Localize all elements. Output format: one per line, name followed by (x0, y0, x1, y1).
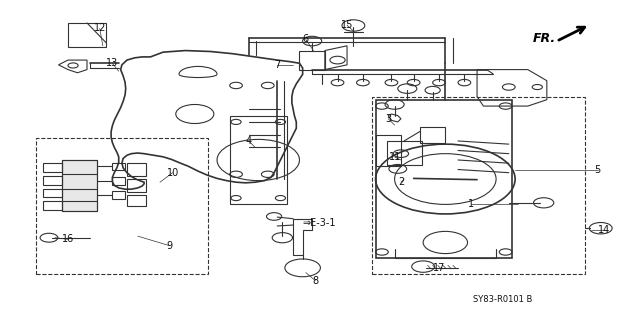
Text: 15: 15 (341, 20, 354, 30)
Text: 7: 7 (274, 60, 280, 70)
Bar (230, 116, 287, 204)
Text: FR.: FR. (533, 32, 556, 45)
Bar (127, 179, 146, 192)
Text: 1: 1 (468, 199, 474, 209)
Text: 11: 11 (389, 152, 401, 162)
Text: 10: 10 (166, 168, 179, 178)
Bar (43, 163, 62, 172)
Bar (127, 195, 146, 206)
Text: 13: 13 (106, 58, 118, 68)
Text: 16: 16 (62, 234, 74, 244)
Bar (43, 201, 62, 210)
Bar (112, 191, 125, 199)
Text: 6: 6 (303, 35, 309, 44)
Bar (68, 23, 106, 47)
Text: 14: 14 (598, 225, 610, 235)
Bar (127, 163, 146, 176)
Bar (420, 127, 445, 142)
Text: 17: 17 (433, 263, 445, 273)
Bar (376, 100, 512, 258)
Text: 3: 3 (385, 114, 391, 124)
Bar (62, 160, 97, 211)
Bar (112, 163, 125, 171)
Text: 5: 5 (594, 164, 601, 174)
Text: 12: 12 (94, 23, 106, 33)
Bar (387, 141, 422, 165)
Bar (62, 160, 97, 211)
Text: SY83-R0101 B: SY83-R0101 B (473, 295, 532, 304)
Bar (43, 188, 62, 197)
Text: 8: 8 (312, 276, 318, 285)
Bar (373, 97, 585, 274)
Bar (36, 138, 208, 274)
Text: 2: 2 (398, 177, 404, 187)
Bar (112, 177, 125, 185)
Text: ⇒E-3-1: ⇒E-3-1 (303, 219, 336, 228)
Text: 4: 4 (246, 136, 252, 146)
Bar (43, 176, 62, 185)
Bar (376, 135, 401, 166)
Text: 9: 9 (166, 241, 173, 251)
